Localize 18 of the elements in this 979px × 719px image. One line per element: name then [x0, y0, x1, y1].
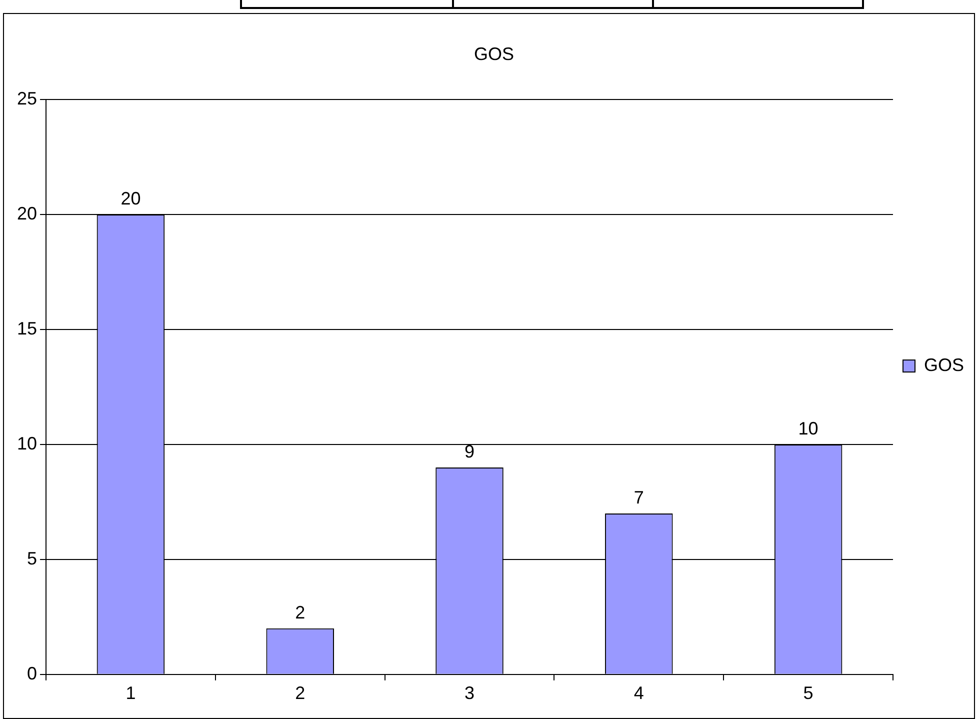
chart-title: GOS	[474, 44, 514, 64]
data-label: 10	[798, 418, 818, 438]
x-tick-label: 5	[803, 683, 814, 704]
data-label: 9	[464, 441, 475, 462]
legend-label: GOS	[924, 354, 964, 375]
y-tick-label: 15	[16, 318, 38, 338]
x-tick-label: 4	[634, 683, 644, 704]
x-tick-label: 1	[126, 683, 136, 704]
y-tick-label: 10	[16, 433, 38, 454]
data-label: 2	[295, 602, 306, 622]
y-tick-label: 5	[27, 548, 38, 568]
data-label: 7	[634, 487, 644, 508]
data-label: 20	[120, 188, 141, 209]
y-tick-label: 25	[16, 88, 38, 109]
x-tick-label: 3	[464, 683, 475, 704]
y-tick-label: 0	[27, 663, 38, 684]
y-tick-label: 20	[16, 204, 38, 224]
x-tick-label: 2	[295, 683, 306, 704]
